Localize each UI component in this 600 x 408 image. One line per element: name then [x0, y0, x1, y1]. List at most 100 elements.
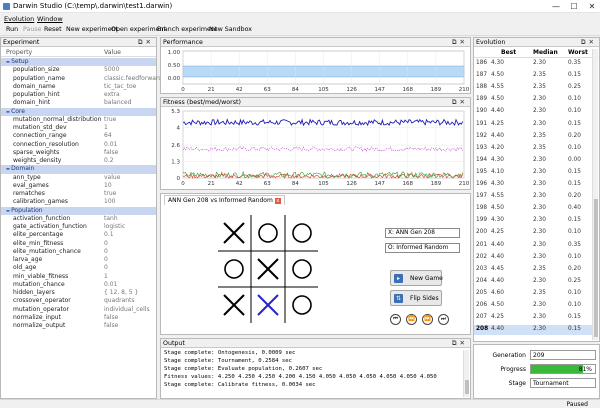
property-value[interactable]: value [104, 173, 121, 181]
property-value[interactable]: tanh [104, 214, 118, 222]
property-row[interactable]: gate_activation_function logistic [1, 223, 156, 231]
property-value[interactable]: balanced [104, 99, 132, 107]
property-value[interactable]: 100 [104, 198, 116, 206]
last-move-button[interactable]: ⏭ [438, 314, 449, 325]
property-row[interactable]: elite_mutation_chance 0 [1, 248, 156, 256]
property-row[interactable]: connection_range 64 [1, 132, 156, 140]
property-row[interactable]: normalize_input false [1, 314, 156, 322]
board-cell-x[interactable] [223, 294, 245, 316]
open-experiment-button[interactable]: Open experiment [111, 26, 166, 33]
property-value[interactable]: { 12, 8, 5 } [104, 289, 139, 296]
property-row[interactable]: hidden_layers { 12, 8, 5 } [1, 289, 156, 297]
evolution-row[interactable]: 191 4.25 2.30 0.15 [474, 120, 592, 129]
run-button[interactable]: Run [6, 26, 19, 33]
new-sandbox-button[interactable]: New Sandbox [209, 26, 252, 33]
property-value[interactable]: quadrants [104, 297, 135, 305]
property-value[interactable]: classic.feedforward [104, 74, 163, 82]
branch-experiment-button[interactable]: Branch experiment [157, 26, 218, 33]
evolution-row[interactable]: 186 4.30 2.30 0.35 [474, 59, 592, 68]
property-row[interactable]: population_hint extra [1, 91, 156, 99]
panel-float-close-icons[interactable]: ⧉✕ [137, 38, 154, 46]
property-value[interactable]: 0 [104, 264, 108, 272]
new-experiment-button[interactable]: New experiment [66, 26, 118, 33]
property-row[interactable]: connection_resolution 0.01 [1, 141, 156, 149]
evolution-row[interactable]: 193 4.20 2.35 0.10 [474, 144, 592, 153]
property-row[interactable]: population_name classic.feedforward [1, 75, 162, 83]
evolution-row[interactable]: 204 4.40 2.30 0.25 [474, 277, 592, 286]
new-game-button[interactable]: ▸ New Game [390, 270, 443, 286]
property-row[interactable]: crossover_operator quadrants [1, 297, 156, 305]
board-cell-o[interactable] [258, 223, 278, 243]
game-tab[interactable]: ANN Gen 208 vs Informed Random x [164, 195, 285, 205]
property-row[interactable]: ann_type value [1, 174, 156, 182]
property-section[interactable]: Population [1, 206, 156, 215]
panel-float-close-icons[interactable]: ⧉✕ [451, 98, 468, 106]
evolution-scrollbar[interactable] [592, 49, 598, 340]
property-value[interactable]: true [104, 115, 117, 123]
property-value[interactable]: 5000 [104, 66, 120, 74]
evolution-row[interactable]: 201 4.40 2.30 0.35 [474, 241, 592, 250]
property-row[interactable]: elite_percentage 0.1 [1, 231, 156, 239]
property-value[interactable]: true [104, 190, 117, 197]
property-row[interactable]: calibration_games 100 [1, 198, 156, 206]
evolution-row[interactable]: 188 4.55 2.35 0.25 [474, 83, 592, 92]
evolution-row[interactable]: 207 4.25 2.30 0.15 [474, 313, 592, 322]
evolution-row[interactable]: 190 4.40 2.30 0.10 [474, 107, 592, 116]
property-row[interactable]: min_viable_fitness 1 [1, 273, 156, 281]
evolution-row[interactable]: 189 4.50 2.30 0.10 [474, 95, 592, 104]
property-section[interactable]: Core [1, 107, 156, 116]
property-value[interactable]: 10 [104, 181, 112, 189]
evolution-row[interactable]: 195 4.10 2.30 0.15 [474, 168, 592, 177]
property-value[interactable]: false [104, 148, 119, 156]
board-cell-o[interactable] [292, 259, 312, 279]
property-section[interactable]: Domain [1, 165, 156, 174]
property-value[interactable]: individual_cells [104, 305, 150, 313]
next-move-button[interactable]: ⏩ [422, 314, 433, 325]
evolution-row[interactable]: 205 4.60 2.35 0.10 [474, 289, 592, 298]
maximize-button[interactable]: ☐ [570, 2, 578, 11]
board-cell-x[interactable] [257, 294, 279, 316]
evolution-row[interactable]: 187 4.50 2.35 0.15 [474, 71, 592, 80]
property-value[interactable]: 1 [104, 124, 108, 131]
property-row[interactable]: domain_hint balanced [1, 99, 156, 107]
property-row[interactable]: sparse_weights false [1, 149, 156, 157]
pause-button[interactable]: Pause [23, 26, 42, 33]
evolution-row[interactable]: 198 4.50 2.30 0.40 [474, 204, 592, 213]
close-button[interactable]: ✕ [588, 2, 596, 11]
property-row[interactable]: mutation_std_dev 1 [1, 124, 156, 132]
property-row[interactable]: population_size 5000 [1, 66, 156, 74]
property-value[interactable]: 0.01 [104, 140, 118, 148]
panel-float-close-icons[interactable]: ⧉✕ [451, 38, 468, 46]
first-move-button[interactable]: ⏮ [390, 314, 401, 325]
flip-sides-button[interactable]: ⇅ Flip Sides [390, 290, 442, 306]
property-row[interactable]: old_age 0 [1, 264, 156, 272]
evolution-row[interactable]: 208 4.40 2.30 0.15 [474, 325, 592, 335]
property-row[interactable]: activation_function tanh [1, 215, 156, 223]
property-value[interactable]: tic_tac_toe [104, 82, 137, 90]
property-value[interactable]: 0.01 [104, 280, 118, 288]
tic-tac-toe-board[interactable] [218, 215, 318, 330]
property-value[interactable]: 0 [104, 256, 108, 263]
property-row[interactable]: mutation_chance 0.01 [1, 281, 156, 289]
property-value[interactable]: 0 [104, 239, 108, 247]
previous-move-button[interactable]: ⏪ [406, 314, 417, 325]
property-value[interactable]: 1 [104, 272, 108, 280]
property-value[interactable]: logistic [104, 223, 126, 230]
property-value[interactable]: extra [104, 91, 120, 98]
board-cell-o[interactable] [224, 259, 244, 279]
property-value[interactable]: false [104, 313, 119, 321]
evolution-row[interactable]: 199 4.30 2.30 0.15 [474, 216, 592, 225]
evolution-row[interactable]: 192 4.40 2.35 0.20 [474, 132, 592, 141]
evolution-row[interactable]: 200 4.25 2.30 0.10 [474, 228, 592, 237]
property-value[interactable]: 0.1 [104, 231, 114, 239]
evolution-row[interactable]: 203 4.45 2.35 0.20 [474, 265, 592, 274]
property-row[interactable]: mutation_operator individual_cells [1, 306, 156, 314]
evolution-row[interactable]: 194 4.30 2.30 0.00 [474, 156, 592, 165]
board-cell-o[interactable] [292, 223, 312, 243]
property-value[interactable]: 0 [104, 247, 108, 255]
evolution-row[interactable]: 202 4.40 2.30 0.10 [474, 253, 592, 262]
panel-float-close-icons[interactable]: ⧉✕ [580, 38, 597, 46]
property-value[interactable]: false [104, 322, 119, 329]
minimize-button[interactable]: — [552, 2, 560, 11]
property-section[interactable]: Setup [1, 58, 156, 67]
